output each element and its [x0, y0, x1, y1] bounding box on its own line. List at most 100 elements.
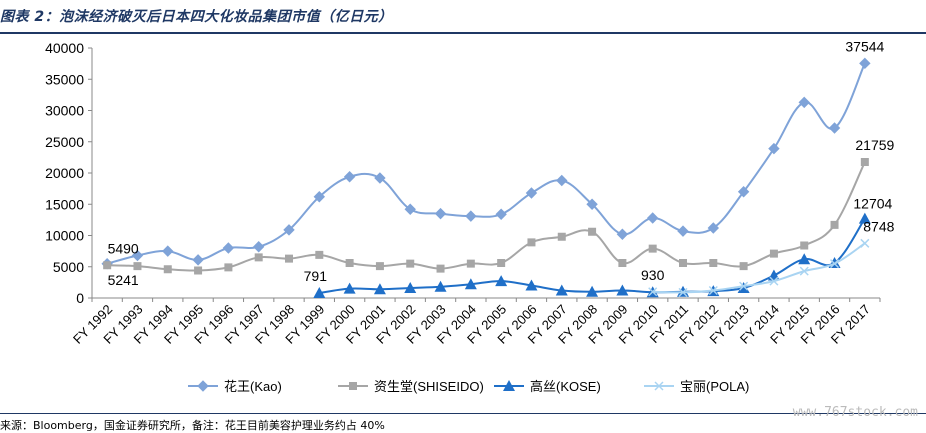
data-point — [343, 282, 356, 294]
chart-title: 图表 2：泡沫经济破灭后日本四大化妆品集团市值（亿日元） — [0, 9, 393, 25]
y-tick-label: 5000 — [53, 259, 84, 275]
data-point — [224, 263, 233, 272]
data-point — [799, 266, 809, 276]
data-point — [709, 259, 718, 267]
series-line — [106, 62, 866, 265]
data-point — [678, 287, 688, 297]
data-point — [858, 212, 871, 224]
data-point — [769, 276, 779, 286]
data-label: 5241 — [108, 272, 139, 288]
line-chart: 0 5000 10000 15000 20000 25000 30000 35000 40000… — [45, 38, 895, 394]
data-point — [194, 266, 203, 275]
data-point — [464, 278, 477, 290]
data-point — [283, 224, 295, 236]
data-point — [739, 281, 749, 291]
watermark: www.767stock.com — [792, 405, 918, 420]
data-point — [525, 187, 538, 199]
legend-marker — [197, 380, 209, 392]
data-label: 37544 — [845, 38, 884, 54]
data-point — [404, 203, 416, 215]
series-4 — [648, 238, 870, 297]
data-label: 12704 — [853, 196, 892, 212]
data-label: 930 — [641, 267, 665, 283]
data-point — [556, 174, 568, 187]
data-point — [343, 171, 356, 183]
data-point — [374, 172, 386, 184]
y-tick-label: 10000 — [45, 228, 84, 244]
data-point — [586, 198, 598, 210]
data-point — [495, 208, 507, 220]
data-point — [434, 207, 447, 220]
data-point — [103, 261, 112, 270]
data-point — [648, 287, 658, 297]
legend-marker — [654, 381, 664, 391]
legend-marker — [503, 380, 515, 391]
data-point — [527, 238, 536, 247]
data-point — [646, 212, 659, 224]
y-tick-label: 15000 — [45, 196, 84, 212]
data-label: 8748 — [863, 218, 894, 234]
data-point — [677, 225, 689, 237]
data-point — [767, 269, 780, 281]
data-label: 5490 — [108, 241, 139, 257]
data-point — [133, 262, 142, 271]
source-note: 来源：Bloomberg，国金证券研究所，备注：花王目前美容护理业务约占 40% — [0, 419, 385, 432]
data-point — [677, 285, 689, 297]
data-point — [131, 249, 144, 262]
data-point — [707, 222, 720, 234]
data-point — [860, 158, 869, 167]
legend-item-1: 花王(Kao) — [188, 379, 282, 394]
legend-label: 花王(Kao) — [224, 379, 282, 394]
data-point — [739, 262, 748, 271]
data-point — [315, 250, 324, 259]
axes: 0 5000 10000 15000 20000 25000 30000 35000 40000… — [45, 40, 881, 347]
y-tick-label: 40000 — [45, 40, 84, 56]
data-point — [252, 241, 265, 253]
series-layer — [101, 57, 871, 299]
data-point — [285, 254, 293, 263]
legend-label: 高丝(KOSE) — [530, 379, 601, 394]
data-point — [404, 282, 417, 293]
data-point — [830, 220, 839, 229]
data-point — [648, 244, 657, 253]
series-1 — [101, 57, 871, 270]
data-point — [434, 280, 447, 292]
data-point — [828, 122, 841, 134]
data-point — [830, 259, 840, 269]
y-tick-label: 20000 — [45, 165, 84, 181]
legend-item-2: 资生堂(SHISEIDO) — [338, 379, 484, 394]
data-point — [465, 210, 477, 222]
data-point — [313, 191, 326, 203]
data-point — [586, 285, 599, 297]
data-point — [798, 253, 811, 265]
data-point — [557, 232, 566, 241]
legend: 花王(Kao) 资生堂(SHISEIDO) 高丝(KOSE) 宝丽(POLA) — [188, 379, 749, 394]
data-point — [525, 279, 538, 291]
y-tick-label: 25000 — [45, 134, 84, 150]
data-point — [406, 259, 415, 268]
legend-item-4: 宝丽(POLA) — [644, 379, 749, 394]
data-point — [859, 57, 871, 70]
data-point — [708, 285, 718, 296]
footer-rule — [0, 413, 926, 414]
data-point — [373, 283, 386, 295]
data-point — [800, 241, 809, 250]
data-point — [616, 228, 629, 240]
data-label: 791 — [304, 268, 328, 284]
data-point — [222, 242, 235, 254]
data-point — [769, 249, 778, 258]
data-point — [313, 287, 326, 299]
y-tick-label: 35000 — [45, 71, 84, 87]
data-point — [163, 265, 172, 274]
data-point — [466, 259, 475, 268]
legend-label: 资生堂(SHISEIDO) — [374, 379, 484, 394]
title-rule — [0, 32, 926, 34]
data-point — [588, 227, 597, 236]
series-line — [652, 242, 866, 294]
y-tick-label: 30000 — [45, 103, 84, 119]
data-point — [616, 284, 629, 296]
legend-marker — [349, 382, 357, 390]
data-point — [798, 96, 810, 109]
data-point — [192, 254, 204, 266]
data-point — [345, 259, 354, 267]
